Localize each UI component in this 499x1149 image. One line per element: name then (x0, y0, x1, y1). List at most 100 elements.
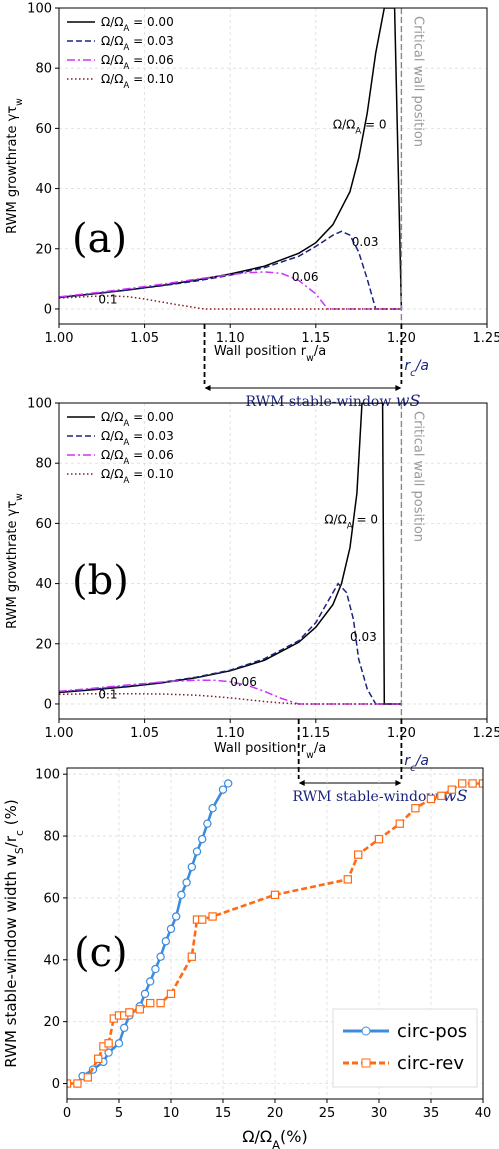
panel-label: (a) (72, 216, 127, 262)
x-tick-label: 1.15 (301, 331, 330, 346)
x-tick-label: 35 (423, 1106, 440, 1121)
data-point (177, 890, 186, 900)
y-tick-label: 0 (52, 1077, 60, 1092)
x-axis-label: Wall position rw/a (214, 741, 326, 761)
x-axis-label: Wall position rw/a (214, 344, 326, 364)
x-tick-label: 20 (267, 1106, 284, 1121)
x-tick-label: 1.25 (473, 331, 499, 346)
data-point (104, 1039, 113, 1048)
data-point (198, 915, 207, 924)
x-tick-label: 10 (163, 1106, 180, 1121)
stable-window-label: RWM stable-window wS (293, 786, 468, 805)
y-tick-label: 0 (44, 302, 52, 317)
curve-annotation: 0.03 (350, 630, 377, 644)
curve-annotation: Ω/ΩA = 0 (324, 512, 378, 531)
data-point (218, 785, 228, 794)
data-point (182, 878, 191, 887)
data-point (187, 862, 196, 872)
x-tick-label: 1.05 (130, 726, 159, 741)
curve-annotation: 0.1 (98, 688, 117, 702)
x-tick-label: 1.15 (301, 726, 330, 741)
y-tick-label: 60 (35, 122, 52, 137)
series-group (67, 779, 483, 1088)
data-point (114, 1039, 124, 1048)
data-point (83, 1073, 92, 1082)
data-point (203, 819, 212, 828)
y-tick-label: 40 (35, 577, 52, 592)
y-axis-label: RWM growthrate γτw (5, 98, 25, 234)
data-point (411, 804, 420, 813)
series-line-0 (59, 8, 403, 310)
y-tick-label: 20 (35, 242, 52, 257)
stable-window-label: RWM stable-window wS (245, 391, 420, 410)
x-tick-label: 1.10 (216, 726, 245, 741)
data-point (166, 924, 176, 934)
data-point (146, 998, 155, 1008)
critical-wall-label: Critical wall position (410, 16, 425, 147)
x-tick-label: 1.10 (216, 331, 245, 346)
y-tick-label: 100 (35, 768, 60, 783)
legend-entry: Ω/ΩA = 0.10 (101, 467, 174, 486)
y-tick-label: 20 (35, 637, 52, 652)
y-tick-label: 60 (43, 891, 60, 906)
axes-frame (66, 767, 484, 1100)
axes-frame (58, 402, 488, 720)
data-point (192, 847, 202, 856)
data-point (104, 1048, 113, 1057)
window-arrow-head-left (204, 385, 211, 391)
legend-entry: circ-pos (397, 1021, 467, 1042)
series-group (59, 8, 403, 310)
panel-label: (c) (74, 930, 128, 976)
data-point (426, 794, 436, 804)
legend-box (332, 1008, 478, 1088)
legend-entry: Ω/ΩA = 0.10 (101, 72, 174, 91)
y-tick-label: 60 (35, 517, 52, 532)
data-point (437, 791, 446, 801)
window-arrow-head-left (298, 780, 305, 786)
data-point (468, 779, 477, 788)
x-tick-label: 5 (115, 1106, 123, 1121)
series-line-2 (59, 271, 402, 310)
legend: circ-pos circ-rev (332, 1008, 478, 1088)
window-arrow-head-right (395, 385, 402, 391)
x-tick-label: 25 (319, 1106, 336, 1121)
panel-a: 1.00 1.05 1.10 1.15 1.20 1.25 0 20 40 60 80 100 Crit… (5, 2, 499, 411)
data-point (187, 952, 196, 961)
curve-annotation: 0.03 (352, 235, 379, 249)
y-tick-label: 80 (43, 830, 60, 845)
data-point (343, 875, 353, 884)
data-point (223, 779, 233, 788)
y-axis-label: RWM growthrate γτw (5, 493, 25, 629)
rc-label: rc/a (404, 753, 429, 774)
data-point (119, 1023, 129, 1033)
x-tick-label: 0 (63, 1106, 71, 1121)
panel-b: 1.00 1.05 1.10 1.15 1.20 1.25 0 20 40 60 80 100 Crit… (5, 397, 499, 806)
y-tick-label: 20 (43, 1015, 60, 1030)
window-arrow-head-right (395, 780, 402, 786)
y-tick-label: 100 (27, 397, 52, 412)
data-point (125, 1008, 134, 1017)
legend-entry: Ω/ΩA = 0.00 (101, 15, 174, 34)
x-tick-label: 1.20 (387, 726, 416, 741)
y-tick-label: 40 (43, 953, 60, 968)
data-point (458, 779, 467, 788)
data-point (166, 989, 176, 999)
y-tick-label: 0 (44, 697, 52, 712)
data-point (156, 998, 165, 1008)
data-point (93, 1054, 103, 1063)
data-point (140, 989, 150, 999)
data-point (270, 890, 280, 900)
panel-label: (b) (72, 558, 129, 604)
y-tick-label: 100 (27, 2, 52, 17)
critical-wall-label: Critical wall position (410, 411, 425, 542)
x-tick-label: 40 (475, 1106, 492, 1121)
series-line-1 (59, 230, 402, 310)
data-point (208, 804, 217, 813)
y-tick-label: 80 (35, 62, 52, 77)
x-tick-label: 1.25 (473, 726, 499, 741)
legend-entry: circ-rev (397, 1053, 464, 1074)
axes-frame (58, 7, 488, 325)
x-tick-label: 1.05 (130, 331, 159, 346)
legend-marker (361, 1026, 371, 1036)
